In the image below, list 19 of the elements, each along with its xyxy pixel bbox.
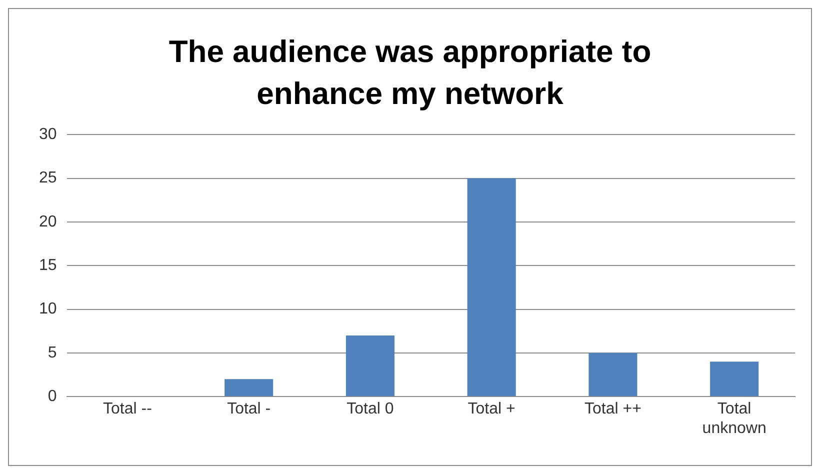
bar [710,362,759,396]
x-tick-label: Total + [468,400,516,418]
x-tick-label: Total unknown [702,400,766,437]
y-tick-label: 15 [39,257,57,274]
y-tick-label: 0 [48,388,57,406]
chart-title: The audience was appropriate to enhance my network [168,33,652,113]
bar [224,379,274,396]
y-tick-label: 5 [48,344,57,362]
bar [346,335,394,396]
y-tick-label: 25 [39,170,57,187]
bar [467,178,516,396]
x-tick-label: Total - [227,400,271,418]
bar [588,352,638,396]
x-tick-label: Total ++ [584,400,642,418]
x-tick-label: Total 0 [346,400,394,418]
x-tick-label: Total -- [103,400,152,418]
y-tick-label: 30 [39,126,57,144]
y-tick-label: 10 [39,300,57,318]
y-tick-label: 20 [39,213,57,230]
